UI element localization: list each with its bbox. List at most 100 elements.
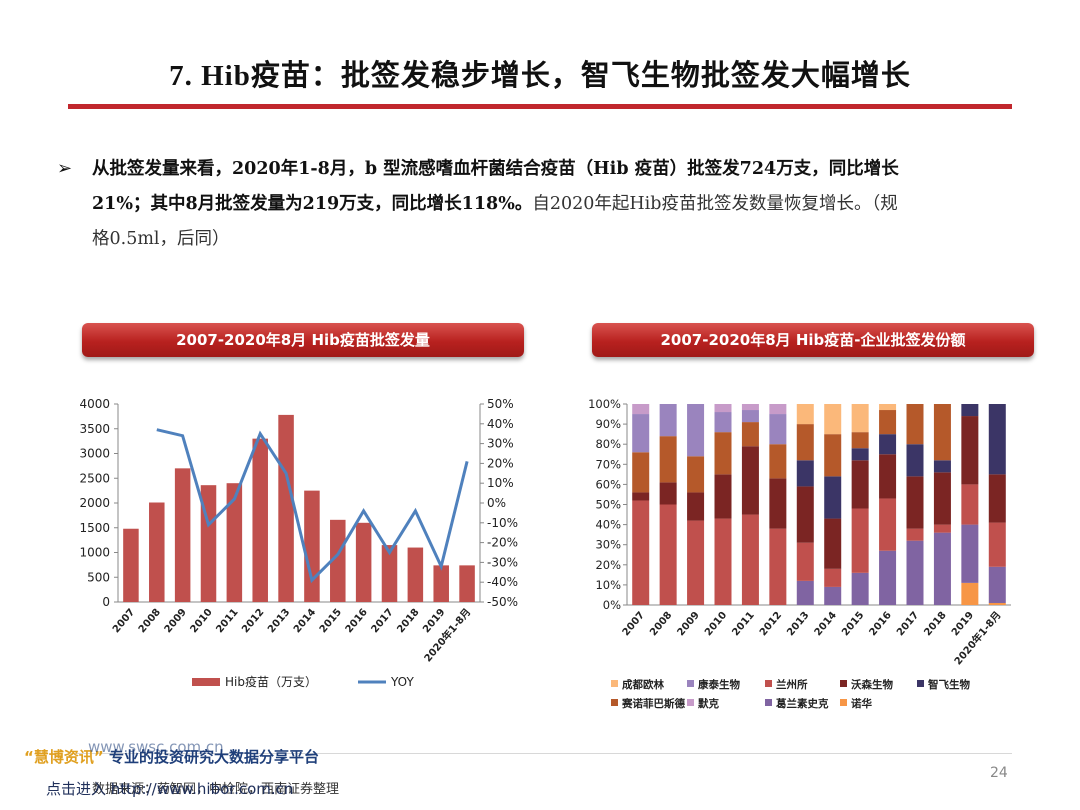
legend-swatch <box>917 680 924 687</box>
bullet-line-1: 从批签发量来看，2020年1-8月，b 型流感嗜血杆菌结合疫苗（Hib 疫苗）批… <box>92 159 899 179</box>
y-tick-label: 0% <box>603 598 621 612</box>
x-tick-label: 2014 <box>292 607 318 635</box>
stack-segment <box>824 518 842 569</box>
stack-segment <box>879 410 897 435</box>
watermark-url-1[interactable]: www.swsc.com.cn <box>88 738 224 756</box>
chart2-title: 2007-2020年8月 Hib疫苗-企业批签发份额 <box>660 331 966 349</box>
stack-segment <box>933 532 951 605</box>
stack-segment <box>851 432 869 449</box>
bar <box>381 545 398 602</box>
stack-segment <box>741 422 759 447</box>
legend-swatch <box>765 680 772 687</box>
legend-label: 葛兰素史克 <box>775 697 829 710</box>
stack-segment <box>851 448 869 461</box>
y-tick-label: 30% <box>595 538 621 552</box>
stack-segment <box>879 550 897 605</box>
y-tick-label: 1000 <box>79 546 110 560</box>
stack-segment <box>741 410 759 423</box>
x-tick-label: 2008 <box>648 610 674 638</box>
stack-segment <box>769 478 787 529</box>
stack-segment <box>851 404 869 433</box>
watermark-line-2[interactable]: 点击进入 http://www.hibor.com.cn <box>46 780 294 798</box>
y2-tick-label: -20% <box>487 536 518 550</box>
y-tick-label: 0 <box>102 595 110 609</box>
stack-segment <box>632 414 650 453</box>
y2-tick-label: 40% <box>487 417 514 431</box>
y-tick-label: 2000 <box>79 496 110 510</box>
x-tick-label: 2007 <box>111 607 137 635</box>
stack-segment <box>961 416 979 485</box>
stack-segment <box>769 444 787 479</box>
stack-segment <box>659 504 677 605</box>
stack-segment <box>988 474 1006 523</box>
stack-segment <box>714 412 732 433</box>
legend-swatch <box>611 680 618 687</box>
chart2-title-banner: 2007-2020年8月 Hib疫苗-企业批签发份额 <box>592 323 1034 357</box>
y2-tick-label: 30% <box>487 437 514 451</box>
y-tick-label: 40% <box>595 518 621 532</box>
stack-segment <box>879 454 897 499</box>
stack-segment <box>769 404 787 415</box>
stack-segment <box>796 460 814 487</box>
bar <box>433 565 449 602</box>
stack-segment <box>741 514 759 605</box>
stack-segment <box>906 444 924 477</box>
legend-swatch <box>765 699 772 706</box>
bullet-line-3: 格0.5ml，后同） <box>92 229 230 249</box>
stack-segment <box>933 472 951 525</box>
stack-segment <box>933 404 951 461</box>
stack-segment <box>632 404 650 415</box>
stack-segment <box>906 528 924 541</box>
stack-segment <box>824 568 842 587</box>
watermark-line-1: “慧博资讯” 专业的投资研究大数据分享平台 <box>24 746 319 767</box>
bullet-arrow-icon: ➢ <box>57 158 73 179</box>
y2-tick-label: 0% <box>487 496 506 510</box>
stack-segment <box>687 404 705 457</box>
y2-tick-label: 10% <box>487 476 514 490</box>
x-tick-label: 2018 <box>922 610 948 638</box>
stack-segment <box>961 524 979 583</box>
stack-segment <box>824 434 842 477</box>
x-tick-label: 2010 <box>703 610 729 638</box>
bar <box>252 438 268 602</box>
x-tick-label: 2013 <box>785 610 811 638</box>
stack-segment <box>632 452 650 493</box>
x-tick-label: 2013 <box>266 607 292 635</box>
stack-segment <box>714 432 732 475</box>
stack-segment <box>906 404 924 445</box>
stack-segment <box>796 486 814 543</box>
page-number: 24 <box>990 765 1008 781</box>
y2-tick-label: -30% <box>487 555 518 569</box>
watermark-brand: “慧博资讯” <box>24 748 104 766</box>
stack-segment <box>879 404 897 411</box>
stack-segment <box>988 566 1006 603</box>
x-tick-label: 2016 <box>344 607 370 635</box>
legend-swatch <box>687 680 694 687</box>
y-tick-label: 4000 <box>79 397 110 411</box>
y-tick-label: 60% <box>595 477 621 491</box>
x-tick-label: 2007 <box>621 610 647 638</box>
x-tick-label: 2015 <box>318 607 344 635</box>
legend-label: 成都欧林 <box>622 678 664 691</box>
bar <box>304 490 320 602</box>
x-tick-label: 2011 <box>730 610 756 638</box>
x-tick-label: 2012 <box>240 607 266 635</box>
legend-label: 赛诺菲巴斯德 <box>621 697 685 710</box>
stack-segment <box>851 572 869 605</box>
y-tick-label: 10% <box>595 578 621 592</box>
stack-segment <box>796 404 814 425</box>
y-tick-label: 80% <box>595 437 621 451</box>
legend-swatch <box>687 699 694 706</box>
y-tick-label: 1500 <box>79 521 110 535</box>
legend-swatch <box>611 699 618 706</box>
legend-label: 默克 <box>698 697 719 710</box>
y-tick-label: 50% <box>595 498 621 512</box>
bar <box>459 565 475 602</box>
stack-segment <box>632 492 650 501</box>
watermark-slogan: 专业的投资研究大数据分享平台 <box>103 748 319 766</box>
footer-divider <box>68 753 1012 754</box>
legend-swatch-bars <box>192 678 220 686</box>
stack-segment <box>714 474 732 519</box>
legend-label: 兰州所 <box>776 678 808 691</box>
stack-segment <box>796 424 814 461</box>
